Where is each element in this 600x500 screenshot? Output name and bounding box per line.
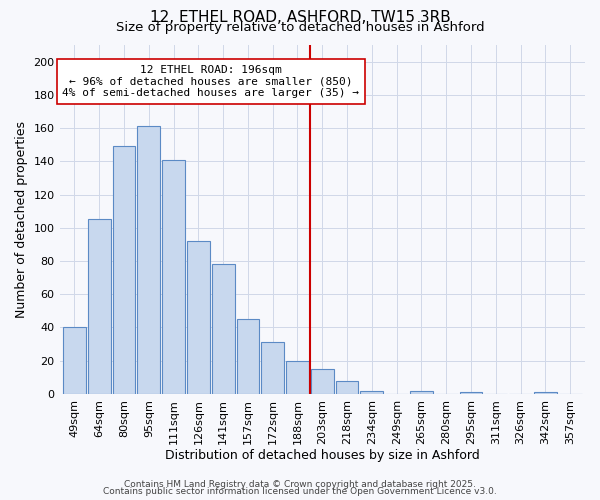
Bar: [137, 126, 160, 394]
Bar: [460, 392, 482, 394]
Text: Contains public sector information licensed under the Open Government Licence v3: Contains public sector information licen…: [103, 488, 497, 496]
Y-axis label: Number of detached properties: Number of detached properties: [15, 121, 28, 318]
Bar: [534, 392, 557, 394]
Bar: [212, 264, 235, 394]
Text: Size of property relative to detached houses in Ashford: Size of property relative to detached ho…: [116, 22, 484, 35]
Bar: [311, 369, 334, 394]
Bar: [286, 360, 309, 394]
Text: 12 ETHEL ROAD: 196sqm
← 96% of detached houses are smaller (850)
4% of semi-deta: 12 ETHEL ROAD: 196sqm ← 96% of detached …: [62, 65, 359, 98]
Text: 12, ETHEL ROAD, ASHFORD, TW15 3RB: 12, ETHEL ROAD, ASHFORD, TW15 3RB: [149, 10, 451, 25]
Bar: [162, 160, 185, 394]
Bar: [410, 390, 433, 394]
Bar: [187, 241, 210, 394]
Bar: [88, 220, 110, 394]
Bar: [236, 319, 259, 394]
Bar: [113, 146, 136, 394]
X-axis label: Distribution of detached houses by size in Ashford: Distribution of detached houses by size …: [165, 450, 479, 462]
Bar: [361, 390, 383, 394]
Text: Contains HM Land Registry data © Crown copyright and database right 2025.: Contains HM Land Registry data © Crown c…: [124, 480, 476, 489]
Bar: [335, 380, 358, 394]
Bar: [63, 328, 86, 394]
Bar: [261, 342, 284, 394]
